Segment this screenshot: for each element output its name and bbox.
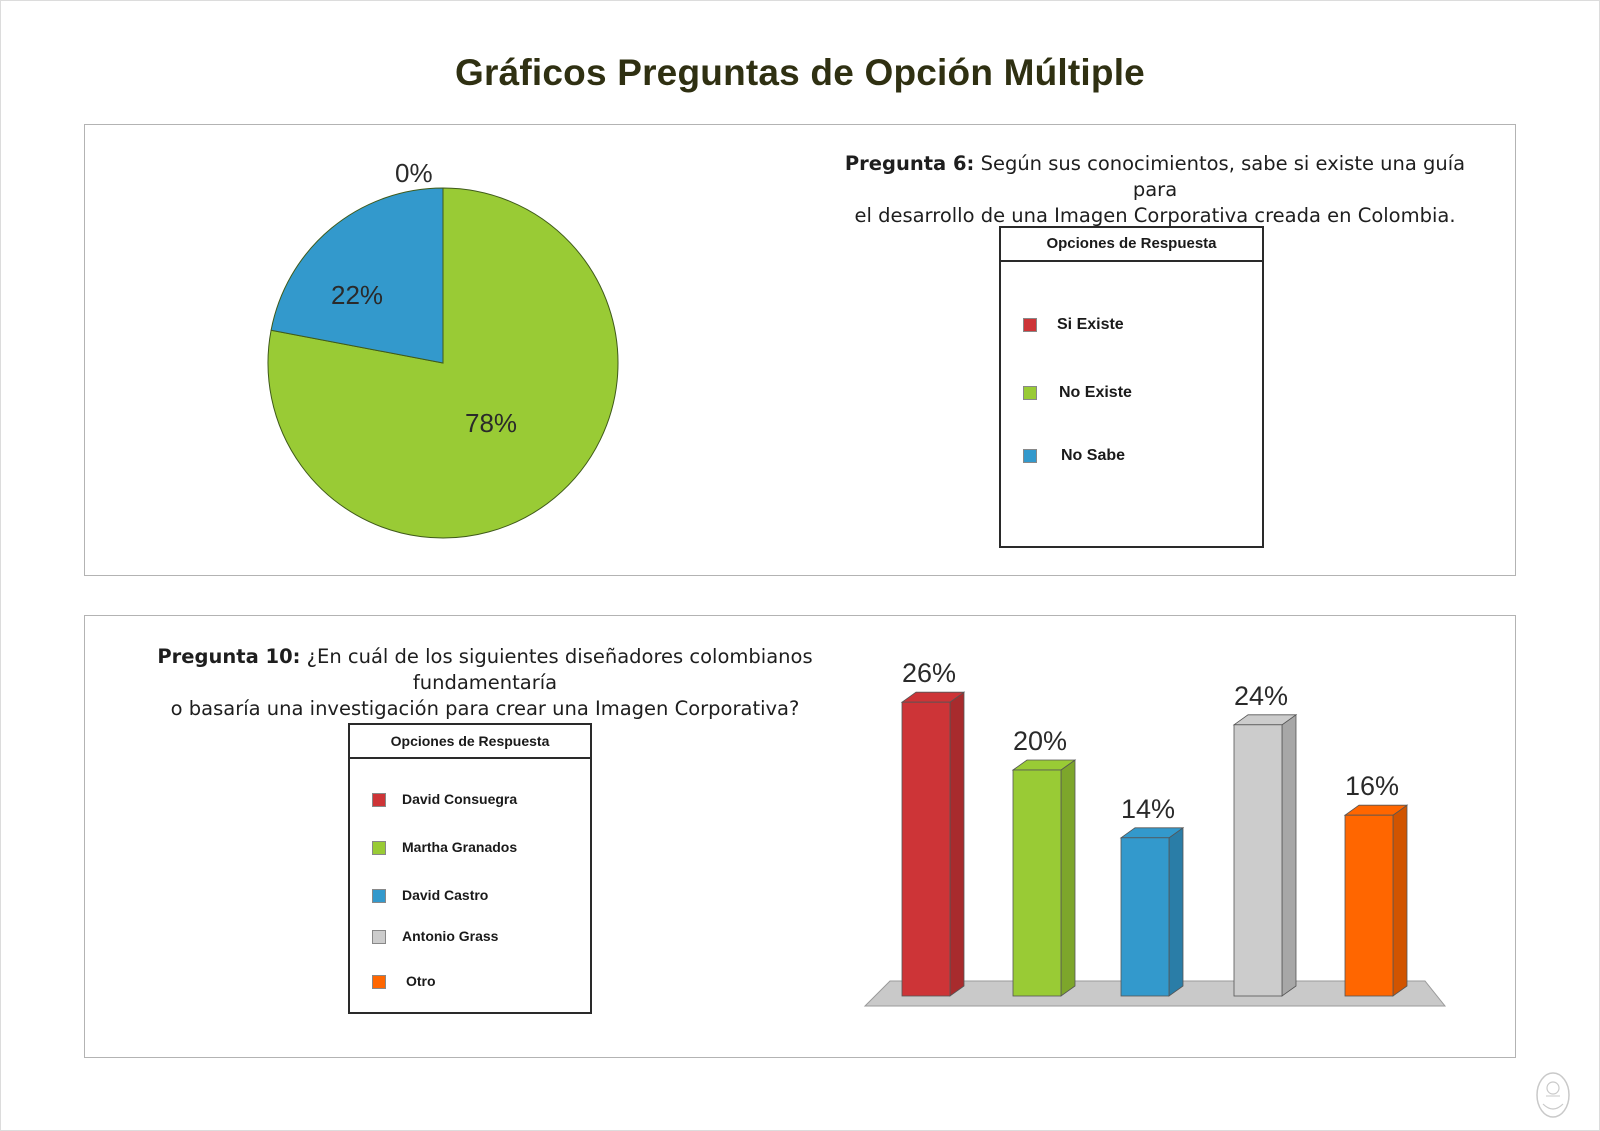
bar-david-castro: [1119, 827, 1185, 997]
bar-data-label: 24%: [1234, 681, 1288, 711]
bar-side: [1060, 759, 1076, 997]
pie-data-label: 0%: [395, 158, 433, 188]
question-10-line1: ¿En cuál de los siguientes diseñadores c…: [306, 645, 813, 694]
legend-header: Opciones de Respuesta: [1001, 228, 1262, 262]
bar-data-label: 14%: [1121, 794, 1175, 824]
question-10-text: Pregunta 10: ¿En cuál de los siguientes …: [105, 644, 865, 722]
question-10-legend: Opciones de Respuesta David Consuegra Ma…: [348, 723, 592, 1014]
question-10-number: Pregunta 10:: [157, 645, 301, 668]
legend-label: David Castro: [402, 887, 489, 903]
legend-swatch: [1023, 449, 1037, 463]
legend-swatch: [372, 889, 386, 903]
legend-header: Opciones de Respuesta: [350, 725, 590, 759]
question-6-text: Pregunta 6: Según sus conocimientos, sab…: [825, 151, 1485, 229]
bar-data-label: 16%: [1345, 771, 1399, 801]
bar-david-consuegra: [900, 691, 966, 997]
bar-side: [1392, 804, 1408, 997]
bar-front: [1012, 769, 1062, 997]
legend-swatch: [372, 975, 386, 989]
bar-front: [901, 701, 951, 997]
question-6-legend: Opciones de Respuesta Si Existe No Exist…: [999, 226, 1264, 548]
question-6-number: Pregunta 6:: [844, 152, 975, 175]
bar-side: [1168, 827, 1184, 997]
bar-chart: 26% 20% 14% 24% 16%: [863, 658, 1447, 1007]
pie-data-label: 22%: [331, 280, 383, 310]
legend-swatch: [372, 841, 386, 855]
legend-swatch: [372, 930, 386, 944]
legend-swatch: [1023, 386, 1037, 400]
pie-slice-no-sabe: [270, 187, 444, 364]
bar-antonio-grass: [1232, 714, 1298, 997]
question-10-line2: o basaría una investigación para crear u…: [170, 697, 800, 720]
legend-label: Antonio Grass: [402, 928, 499, 944]
question-10-panel: Pregunta 10: ¿En cuál de los siguientes …: [84, 615, 1516, 1058]
bar-front: [1344, 814, 1394, 997]
bar-front: [1120, 837, 1170, 997]
legend-label: Si Existe: [1057, 316, 1124, 333]
question-6-line2: el desarrollo de una Imagen Corporativa …: [854, 204, 1456, 227]
bar-front: [1233, 724, 1283, 997]
pie-chart: 0% 78% 22%: [267, 158, 619, 539]
pie-data-label: 78%: [465, 408, 517, 438]
bar-martha-granados: [1011, 759, 1077, 997]
question-6-panel: 0% 78% 22% Pregunta 6: Según sus conocimie…: [84, 124, 1516, 576]
legend-label: No Existe: [1059, 384, 1132, 401]
legend-label: Otro: [406, 973, 436, 989]
bar-otro: [1343, 804, 1409, 997]
bar-data-label: 20%: [1013, 726, 1067, 756]
page-title: Gráficos Preguntas de Opción Múltiple: [455, 52, 1145, 93]
legend-swatch: [1023, 318, 1037, 332]
bar-side: [949, 691, 965, 997]
legend-label: No Sabe: [1061, 447, 1126, 464]
bar-side: [1281, 714, 1297, 997]
legend-label: David Consuegra: [402, 791, 518, 807]
legend-label: Martha Granados: [402, 839, 518, 855]
legend-swatch: [372, 793, 386, 807]
question-6-line1: Según sus conocimientos, sabe si existe …: [980, 152, 1466, 201]
seal-watermark: [1536, 1072, 1570, 1118]
bar-data-label: 26%: [902, 658, 956, 688]
